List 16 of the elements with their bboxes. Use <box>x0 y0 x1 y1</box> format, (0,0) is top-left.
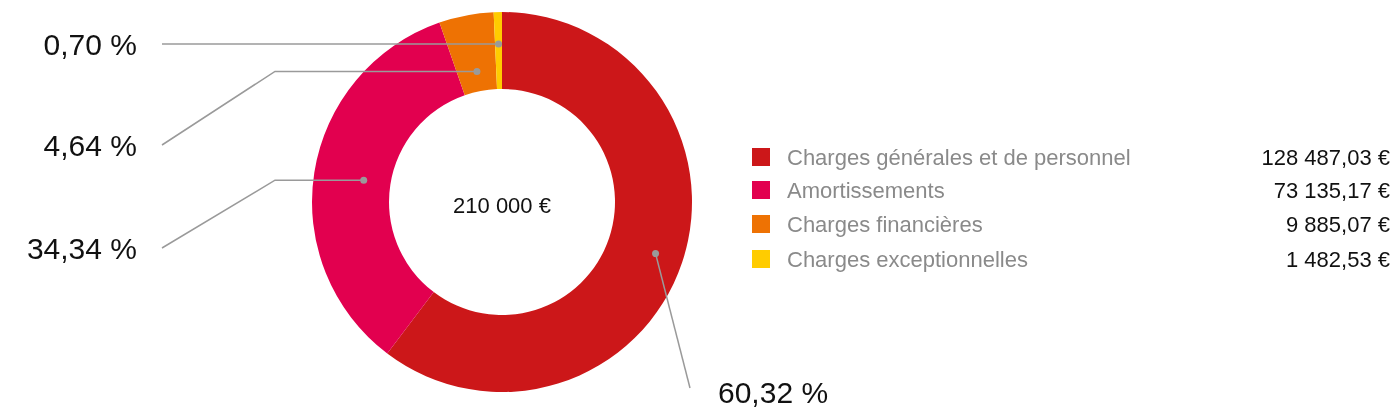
legend-label: Charges financières <box>787 211 983 237</box>
legend-label: Amortissements <box>787 177 945 203</box>
text: 73 135,17 € <box>1273 177 1390 203</box>
text: 210 000 € <box>453 192 551 218</box>
text: 1 482,53 € <box>1286 246 1390 272</box>
text: 128 487,03 € <box>1261 144 1390 170</box>
data-label: 34,34 % <box>26 231 137 265</box>
legend-label: Charges générales et de personnel <box>787 144 1131 170</box>
data-label: 60,32 % <box>718 375 829 408</box>
donut-slice <box>387 12 692 392</box>
data-label: 4,64 % <box>43 128 137 162</box>
text: 9 885,07 € <box>1286 211 1390 237</box>
data-label: 0,70 % <box>43 27 137 61</box>
legend-label: Charges exceptionnelles <box>787 246 1028 272</box>
donut-slice <box>439 12 498 96</box>
donut-slice <box>493 12 502 90</box>
